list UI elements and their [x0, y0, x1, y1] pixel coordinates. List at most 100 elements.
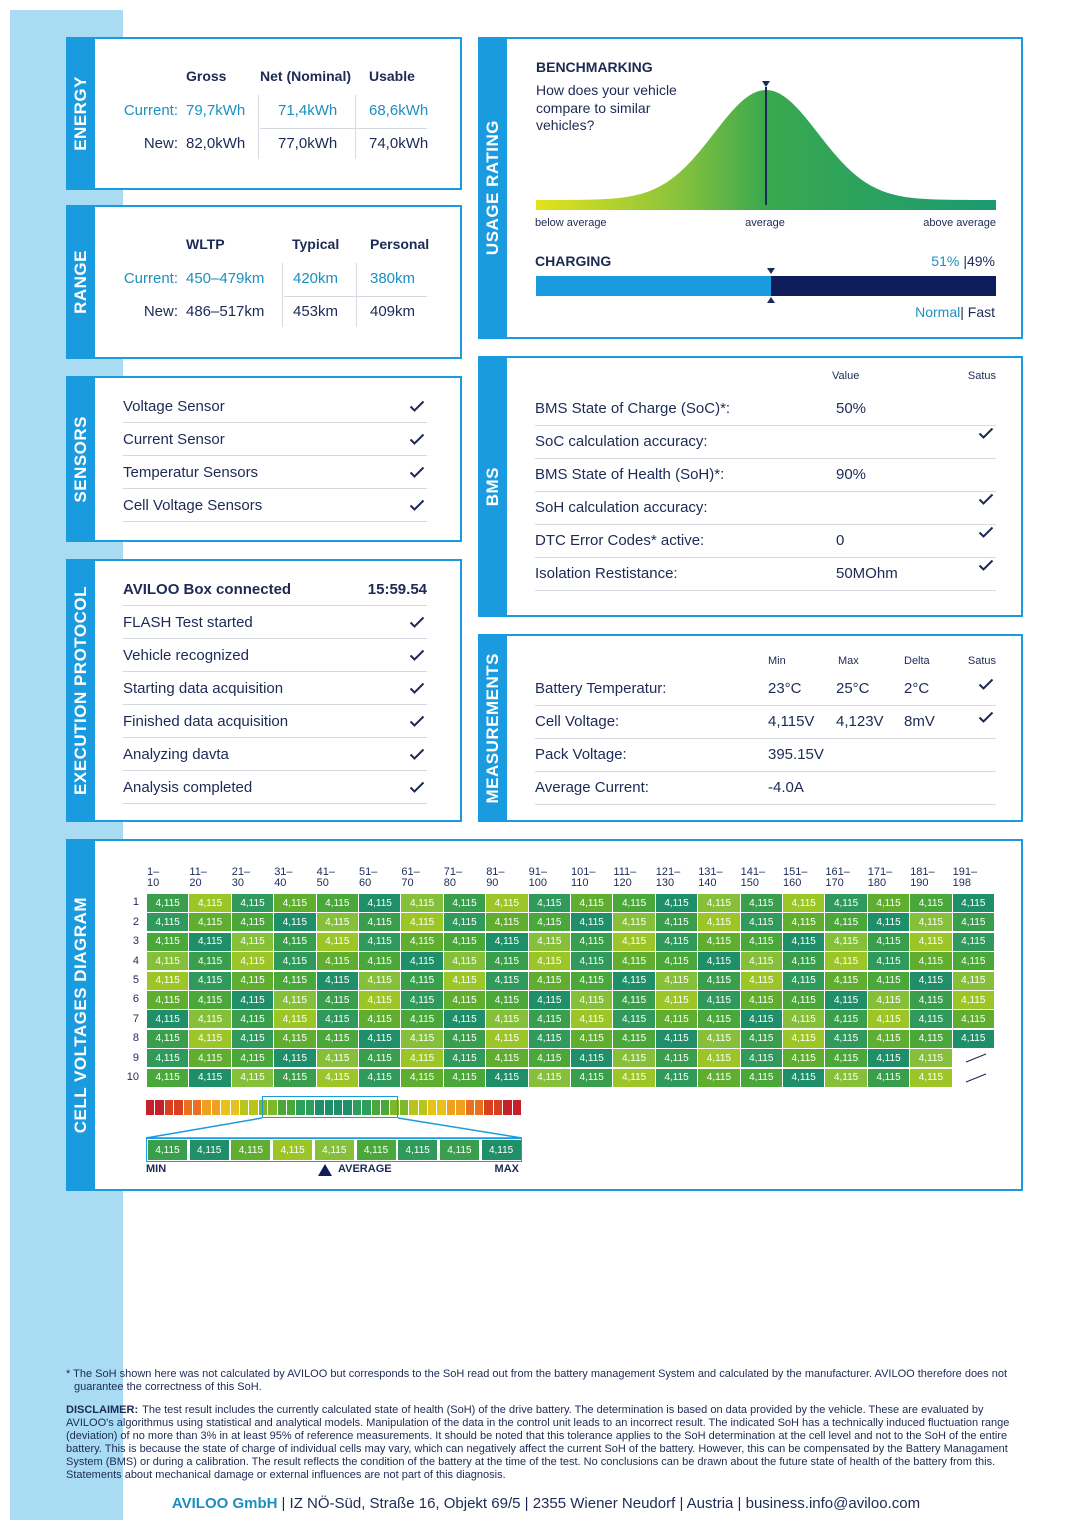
cell: 4,115: [825, 913, 867, 932]
scale-segment: [268, 1100, 277, 1115]
cell: 4,115: [231, 913, 274, 932]
column-header: 30: [231, 877, 245, 890]
check-icon: [409, 400, 425, 412]
column-header: 41–: [316, 866, 335, 879]
column-header: 131–: [698, 866, 723, 879]
column-header: 60: [359, 877, 372, 890]
value: 50%: [836, 400, 867, 417]
scale-segment: [456, 1100, 465, 1115]
row-number: 2: [132, 915, 139, 928]
divider: [123, 704, 427, 705]
cell: 4,115: [952, 1029, 994, 1048]
cell: 4,115: [443, 971, 486, 990]
check-stroke: [978, 427, 994, 439]
panel-tab: RANGE: [66, 205, 95, 359]
divider: [123, 605, 427, 606]
cell: 4,115: [189, 1029, 231, 1048]
charging-split-label: 51% |49%: [931, 252, 995, 270]
divider: [123, 671, 427, 672]
scale-label: MIN: [146, 1163, 167, 1176]
column-header: 31–: [274, 866, 293, 879]
cell: 4,115: [867, 932, 910, 951]
column-header: 61–: [401, 866, 420, 879]
normal-share: 51%: [931, 253, 960, 269]
value: 50MOhm: [836, 565, 898, 582]
cell: 4,115: [401, 894, 443, 912]
cell: 4,115: [740, 913, 782, 932]
cell: 4,115: [783, 971, 825, 990]
footer: AVILOO GmbH | IZ NÖ-Süd, Straße 16, Objek…: [0, 1495, 1080, 1513]
cell: 4,115: [952, 1010, 994, 1029]
cell: 4,115: [401, 991, 443, 1009]
cell: 4,115: [698, 913, 740, 932]
value: 420km: [293, 270, 339, 287]
cell: 4,115: [613, 991, 655, 1009]
cell: 4,115: [274, 932, 316, 951]
divider: [260, 128, 427, 129]
cell: 4,115: [613, 952, 655, 971]
value: 2°C: [904, 680, 930, 697]
scale-segment: [409, 1100, 418, 1115]
cell: 4,115: [783, 932, 825, 951]
row-number: 6: [132, 993, 139, 1006]
cell: 4,115: [952, 971, 994, 990]
value: 395.15V: [768, 746, 824, 763]
check-icon: [409, 499, 425, 511]
scale-label: below average: [535, 217, 607, 230]
normal-bar: [536, 276, 771, 296]
column-header: Max: [838, 655, 859, 668]
cell: 4,115: [148, 1140, 187, 1160]
cell: 4,115: [189, 894, 231, 912]
footnote: * The SoH shown here was not calculated …: [66, 1368, 1008, 1393]
cell: 4,115: [698, 952, 740, 971]
cell: 4,115: [486, 1049, 528, 1068]
column-header: 130: [655, 877, 675, 890]
cell: 4,115: [740, 1049, 782, 1068]
cell: 4,115: [571, 1049, 613, 1068]
scale-segment: [174, 1100, 183, 1115]
column-header: 141–: [740, 866, 766, 879]
column-header: 160: [783, 877, 802, 890]
cell: 4,115: [655, 952, 698, 971]
value: -4.0A: [768, 779, 804, 796]
column-header: 81–: [486, 866, 505, 879]
check-icon: [978, 526, 994, 538]
scale-segment: [437, 1100, 446, 1115]
cell: 4,115: [952, 952, 994, 971]
column-header: 150: [740, 877, 759, 890]
cell: 4,115: [528, 1029, 570, 1048]
cell: 4,115: [740, 1068, 782, 1087]
panel-title: RANGE: [70, 250, 90, 314]
column-header: Delta: [904, 655, 930, 668]
column-header: 171–: [867, 866, 893, 879]
row-label: Isolation Restistance:: [535, 565, 678, 582]
value: 68,6kWh: [369, 102, 429, 119]
charging-modes: Normal| Fast: [915, 303, 995, 321]
check-icon: [409, 466, 425, 478]
cell: 4,115: [398, 1140, 438, 1160]
cell: 4,115: [231, 952, 274, 971]
cell: 4,115: [359, 1049, 401, 1068]
cell: 4,115: [910, 952, 952, 971]
cell: 4,115: [528, 1068, 570, 1087]
cell: 4,115: [274, 1029, 316, 1048]
split-arrow: [766, 268, 775, 274]
fast-mode: | Fast: [960, 304, 995, 320]
value: 74,0kWh: [369, 135, 429, 152]
split-marker: [766, 268, 775, 274]
cell: 4,115: [486, 952, 528, 971]
cell: 4,115: [401, 932, 443, 951]
check-stroke: [978, 711, 994, 723]
cell: 4,115: [655, 1010, 698, 1029]
scale-segment: [465, 1100, 474, 1115]
row-number: 5: [132, 974, 139, 986]
scale-segment: [221, 1100, 230, 1115]
split-arrow: [766, 297, 775, 303]
panel: [66, 559, 462, 822]
cell: 4,115: [439, 1140, 479, 1160]
cell: 4,115: [316, 1010, 358, 1029]
value: 23°C: [768, 680, 802, 697]
cell: 4,115: [655, 913, 698, 932]
value: 71,4kWh: [278, 102, 338, 119]
